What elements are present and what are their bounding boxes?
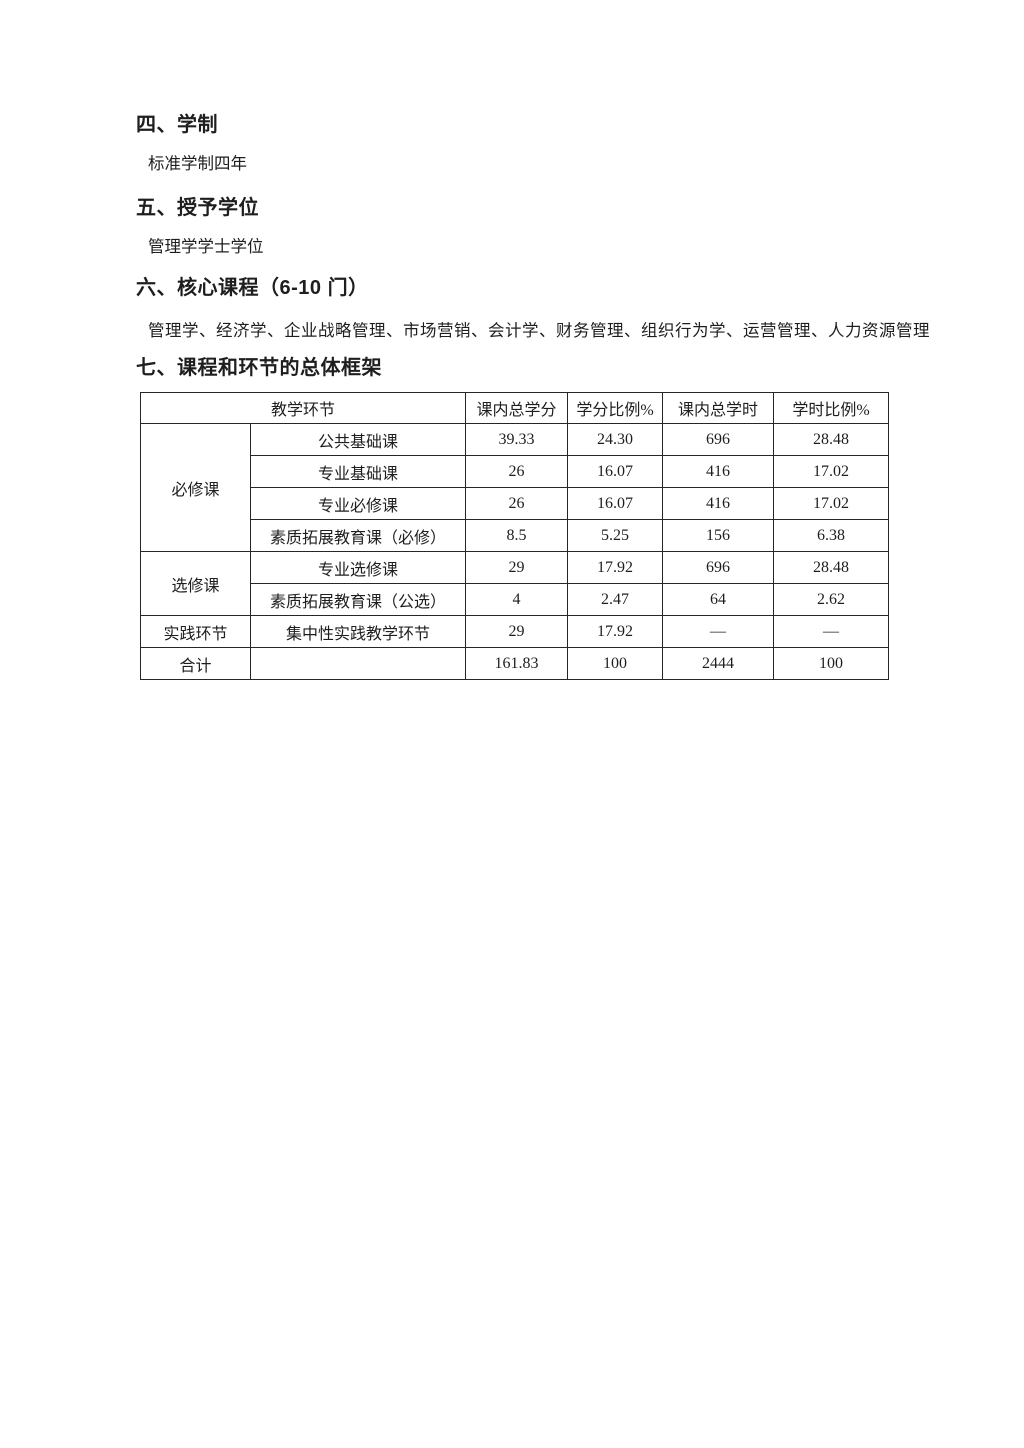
table-value-cell: 28.48	[773, 551, 890, 584]
table-group-cell-elective: 选修课	[140, 551, 251, 616]
table-value-cell: 156	[662, 519, 775, 552]
table-row: 选修课 专业选修课 29 17.92 696 28.48	[140, 551, 890, 616]
table-label-cell: 专业基础课	[249, 455, 467, 488]
table-group-cell-required: 必修课	[140, 423, 251, 552]
text-degree-awarded: 管理学学士学位	[148, 237, 264, 256]
table-value-cell: 416	[662, 487, 775, 520]
table-value-cell: —	[662, 615, 775, 648]
heading-framework: 七、课程和环节的总体框架	[136, 357, 382, 379]
table-group-cell-practice: 实践环节	[140, 615, 251, 648]
table-label-cell: 素质拓展教育课（必修）	[249, 519, 467, 552]
table-row: 专业必修课 26 16.07 416 17.02	[141, 487, 890, 520]
table-value-cell: 8.5	[465, 519, 569, 552]
table-value-cell: 39.33	[465, 423, 569, 456]
curriculum-framework-table: 教学环节 课内总学分 学分比例% 课内总学时 学时比例% 必修课 公共基础课 3…	[139, 392, 890, 680]
table-label-cell	[249, 647, 467, 680]
table-value-cell: 26	[465, 455, 569, 488]
table-row: 专业基础课 26 16.07 416 17.02	[141, 455, 890, 488]
table-value-cell: 64	[662, 583, 775, 616]
table-value-cell: 6.38	[773, 519, 890, 552]
table-value-cell: 4	[465, 583, 569, 616]
table-value-cell: 696	[662, 423, 775, 456]
table-header-merged: 教学环节	[139, 392, 467, 424]
text-schooling-length: 标准学制四年	[148, 154, 247, 173]
table-label-cell: 素质拓展教育课（公选）	[249, 583, 467, 616]
table-value-cell: 26	[465, 487, 569, 520]
table-row: 素质拓展教育课（公选） 4 2.47 64 2.62	[141, 583, 890, 616]
text-core-courses: 管理学、经济学、企业战略管理、市场营销、会计学、财务管理、组织行为学、运营管理、…	[148, 321, 930, 340]
table-value-cell: 17.92	[567, 551, 664, 584]
table-label-cell: 专业必修课	[249, 487, 467, 520]
table-value-cell: 696	[662, 551, 775, 584]
table-value-cell: —	[773, 615, 890, 648]
table-label-cell: 公共基础课	[249, 423, 467, 456]
table-value-cell: 161.83	[465, 647, 569, 680]
table-group-cell-total: 合计	[140, 647, 251, 680]
table-row: 合计 161.83 100 2444 100	[140, 647, 890, 680]
table-value-cell: 5.25	[567, 519, 664, 552]
table-value-cell: 2444	[662, 647, 775, 680]
heading-schooling-length: 四、学制	[136, 114, 218, 136]
table-row: 实践环节 集中性实践教学环节 29 17.92 — —	[140, 615, 890, 648]
table-value-cell: 100	[773, 647, 890, 680]
table-value-cell: 24.30	[567, 423, 664, 456]
table-label-cell: 专业选修课	[249, 551, 467, 584]
table-value-cell: 416	[662, 455, 775, 488]
table-value-cell: 28.48	[773, 423, 890, 456]
document-content: 四、学制 标准学制四年 五、授予学位 管理学学士学位 六、核心课程（6-10 门…	[0, 113, 1024, 680]
table-header-cell: 课内总学时	[662, 392, 775, 424]
table-value-cell: 29	[465, 551, 569, 584]
table-value-cell: 100	[567, 647, 664, 680]
table-header-row: 教学环节 课内总学分 学分比例% 课内总学时 学时比例%	[139, 392, 890, 424]
table-label-cell: 集中性实践教学环节	[249, 615, 467, 648]
table-header-cell: 学分比例%	[567, 392, 664, 424]
heading-core-courses: 六、核心课程（6-10 门）	[136, 277, 369, 299]
table-value-cell: 2.47	[567, 583, 664, 616]
table-value-cell: 16.07	[567, 455, 664, 488]
table-value-cell: 29	[465, 615, 569, 648]
table-header-cell: 学时比例%	[773, 392, 890, 424]
table-row: 必修课 公共基础课 39.33 24.30 696 28.48	[140, 423, 890, 552]
table-value-cell: 17.92	[567, 615, 664, 648]
table-value-cell: 16.07	[567, 487, 664, 520]
heading-degree-awarded: 五、授予学位	[136, 197, 259, 219]
table-row: 素质拓展教育课（必修） 8.5 5.25 156 6.38	[141, 519, 890, 552]
table-value-cell: 17.02	[773, 487, 890, 520]
table-value-cell: 17.02	[773, 455, 890, 488]
table-value-cell: 2.62	[773, 583, 890, 616]
table-header-cell: 课内总学分	[465, 392, 569, 424]
